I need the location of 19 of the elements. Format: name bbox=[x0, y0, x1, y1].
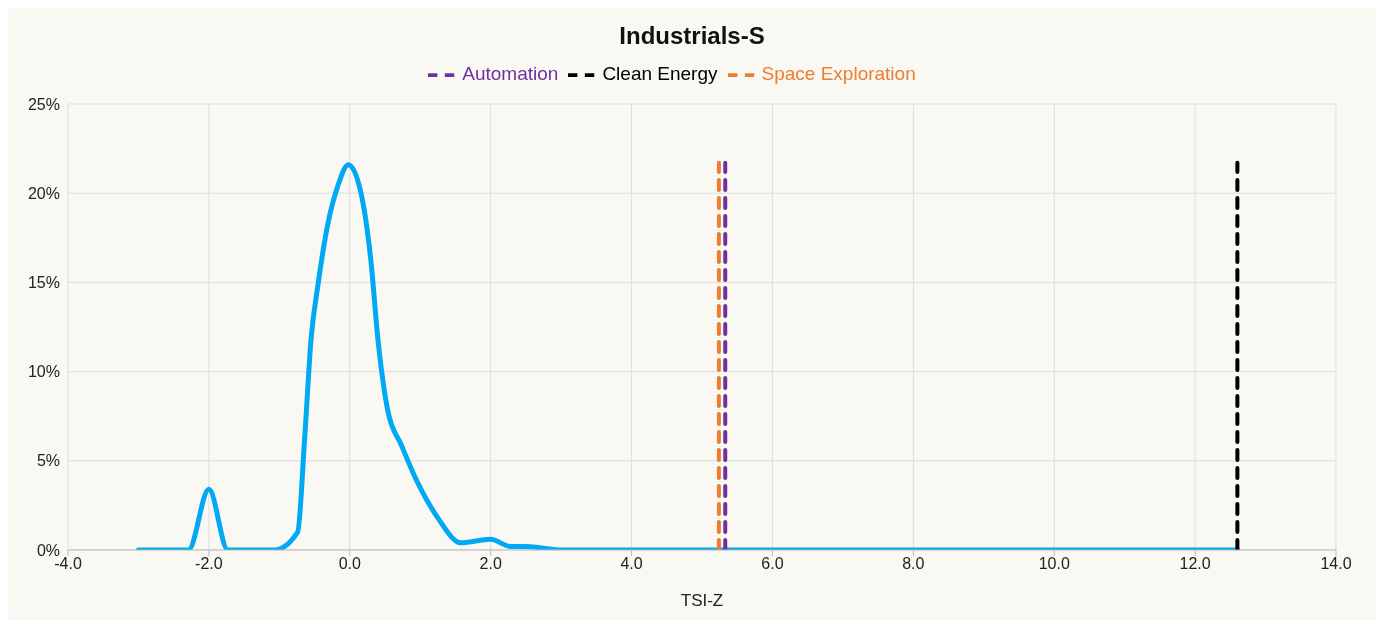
y-tick-label: 25% bbox=[27, 95, 60, 113]
chart-title: Industrials-S bbox=[618, 21, 766, 50]
x-axis-title: TSI-Z bbox=[680, 591, 724, 610]
x-tick-label: 2.0 bbox=[479, 555, 502, 573]
y-tick-label: 20% bbox=[27, 184, 60, 202]
x-tick-label: -2.0 bbox=[195, 555, 223, 573]
y-tick-label: 10% bbox=[27, 363, 60, 381]
x-tick-label: 6.0 bbox=[761, 555, 784, 573]
x-tick-label: 14.0 bbox=[1320, 555, 1352, 573]
legend-label: Clean Energy bbox=[602, 63, 718, 85]
x-tick-label: 0.0 bbox=[338, 555, 361, 573]
x-tick-label: 10.0 bbox=[1038, 555, 1070, 573]
x-tick-label: 12.0 bbox=[1179, 555, 1211, 573]
y-tick-label: 5% bbox=[36, 452, 60, 470]
x-tick-label: 4.0 bbox=[620, 555, 643, 573]
x-tick-label: 8.0 bbox=[902, 555, 925, 573]
y-tick-label: 15% bbox=[27, 274, 60, 292]
legend-label: Automation bbox=[462, 63, 559, 85]
legend-label: Space Exploration bbox=[761, 63, 916, 85]
